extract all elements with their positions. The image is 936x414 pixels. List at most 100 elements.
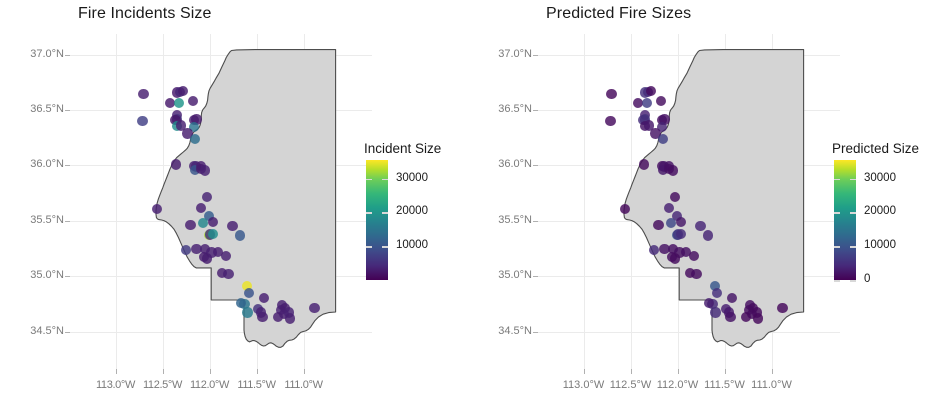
axis-label-y: 34.5°N [30, 325, 64, 337]
data-point [702, 230, 713, 241]
data-point [273, 312, 284, 323]
data-point [606, 88, 617, 99]
legend-tick-label: 20000 [864, 205, 896, 218]
data-point [151, 203, 162, 215]
legend-tick-mark [834, 280, 840, 282]
data-point [199, 243, 211, 254]
data-point [234, 230, 245, 241]
data-point [170, 159, 182, 170]
legend-tick-mark [366, 178, 372, 181]
axis-tick-x [677, 369, 679, 374]
data-point [632, 98, 644, 109]
data-point [207, 228, 218, 239]
axis-tick-x [583, 369, 585, 374]
data-point [670, 191, 681, 203]
axis-tick-x [256, 369, 258, 374]
data-point [243, 287, 254, 298]
axis-label-y: 36.5°N [30, 103, 64, 115]
data-point [278, 308, 289, 319]
data-point [710, 307, 721, 318]
legend-title: Incident Size [364, 141, 442, 156]
axis-label-x: 112.5°W [609, 379, 652, 391]
data-point [680, 246, 692, 257]
axis-label-x: 112.0°W [656, 379, 699, 391]
legend-tick-mark [834, 246, 840, 248]
data-point [665, 217, 677, 229]
legend-tick-mark [382, 212, 388, 214]
data-point [659, 243, 670, 254]
data-point [202, 253, 213, 264]
data-point [191, 114, 202, 125]
legend-tick-mark [850, 246, 856, 248]
axis-tick-x [209, 369, 211, 374]
gridline-vertical [115, 34, 117, 369]
data-point [638, 114, 649, 126]
data-point [688, 250, 700, 262]
data-point [667, 165, 679, 176]
axis-tick-x [115, 369, 117, 374]
legend-tick-mark [834, 178, 840, 181]
legend-colorbar [834, 160, 856, 280]
gridline-horizontal [70, 332, 372, 333]
legend-tick-mark [366, 246, 372, 248]
axis-tick-y [533, 221, 538, 222]
data-point [175, 120, 187, 131]
legend-tick-mark [850, 280, 856, 282]
data-point [138, 88, 149, 99]
axis-label-x: 111.0°W [751, 379, 792, 391]
page-title-right: Predicted Fire Sizes [546, 5, 692, 22]
data-point [619, 203, 630, 215]
data-point [674, 247, 685, 258]
legend-tick-label: 30000 [864, 171, 896, 184]
data-point [751, 307, 763, 318]
axis-tick-y [65, 110, 70, 111]
data-point [667, 243, 679, 254]
axis-label-x: 111.5°W [237, 379, 276, 391]
axis-label-y: 35.5°N [498, 214, 532, 226]
data-point [283, 307, 295, 318]
data-point [684, 267, 695, 278]
gridline-horizontal [70, 55, 372, 56]
axis-label-x: 113.0°W [562, 379, 605, 391]
legend-title: Predicted Size [832, 141, 920, 156]
axis-label-y: 37.0°N [30, 48, 64, 60]
data-point [664, 202, 675, 214]
legend-tick-label: 0 [864, 273, 871, 285]
data-point [227, 220, 238, 232]
legend-tick-label: 10000 [396, 239, 428, 252]
data-point [746, 308, 757, 319]
axis-label-x: 112.0°W [189, 379, 230, 391]
data-point [202, 191, 213, 203]
axis-tick-y [65, 55, 70, 56]
axis-label-y: 36.5°N [498, 103, 532, 115]
data-point [181, 244, 192, 256]
axis-tick-x [303, 369, 305, 374]
axis-tick-x [771, 369, 773, 374]
data-point [725, 312, 736, 323]
axis-label-y: 37.0°N [498, 48, 532, 60]
gridline-horizontal [538, 332, 840, 333]
data-point [235, 297, 247, 309]
legend-tick-label: 20000 [396, 205, 428, 218]
data-point [187, 95, 199, 107]
axis-tick-y [65, 332, 70, 333]
axis-label-y: 35.0°N [30, 269, 64, 281]
data-point [190, 133, 201, 144]
axis-tick-y [533, 110, 538, 111]
axis-tick-x [162, 369, 164, 374]
data-point [703, 297, 715, 309]
data-point [241, 280, 253, 292]
gridline-vertical [583, 34, 585, 369]
axis-tick-y [65, 221, 70, 222]
data-point [653, 219, 664, 230]
axis-label-x: 112.5°W [142, 379, 183, 391]
data-point [191, 243, 202, 254]
axis-tick-y [533, 55, 538, 56]
data-point [173, 97, 185, 108]
data-point [137, 116, 148, 127]
data-point [223, 268, 234, 280]
data-point [220, 250, 232, 262]
data-point [212, 246, 224, 257]
legend-tick-mark [382, 246, 388, 248]
